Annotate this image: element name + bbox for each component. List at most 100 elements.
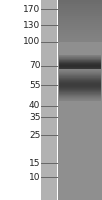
Bar bbox=[59, 93, 101, 94]
Bar bbox=[58, 46, 102, 48]
Bar bbox=[58, 146, 102, 148]
Text: 130: 130 bbox=[23, 21, 40, 29]
Bar bbox=[58, 98, 102, 100]
Bar bbox=[59, 74, 101, 75]
Bar bbox=[59, 64, 101, 65]
Bar bbox=[59, 56, 101, 57]
Bar bbox=[58, 8, 102, 10]
Bar bbox=[59, 73, 101, 74]
Bar bbox=[59, 61, 101, 62]
Bar bbox=[59, 76, 101, 77]
Bar bbox=[58, 54, 102, 56]
Bar bbox=[58, 172, 102, 174]
Bar bbox=[58, 142, 102, 144]
Bar bbox=[58, 40, 102, 42]
Bar bbox=[59, 76, 101, 77]
Bar bbox=[59, 70, 101, 71]
Bar bbox=[58, 118, 102, 120]
Bar bbox=[59, 65, 101, 66]
Bar bbox=[59, 96, 101, 97]
Bar bbox=[58, 44, 102, 46]
Bar bbox=[58, 94, 102, 96]
Bar bbox=[58, 76, 102, 78]
Bar bbox=[59, 99, 101, 100]
Bar bbox=[58, 78, 102, 80]
Bar bbox=[59, 75, 101, 76]
Bar bbox=[59, 63, 101, 64]
Bar bbox=[59, 78, 101, 79]
Bar bbox=[59, 91, 101, 92]
Bar bbox=[59, 92, 101, 93]
Bar bbox=[59, 66, 101, 67]
Bar bbox=[59, 97, 101, 98]
Bar bbox=[58, 112, 102, 114]
Bar bbox=[58, 132, 102, 134]
Bar bbox=[59, 68, 101, 69]
Bar bbox=[58, 168, 102, 170]
Bar bbox=[58, 86, 102, 88]
Bar bbox=[59, 75, 101, 76]
Bar bbox=[58, 162, 102, 164]
Bar bbox=[59, 73, 101, 74]
Bar bbox=[58, 114, 102, 116]
Bar bbox=[59, 80, 101, 81]
Bar bbox=[58, 10, 102, 12]
Bar bbox=[58, 20, 102, 22]
Bar bbox=[59, 88, 101, 89]
Bar bbox=[58, 104, 102, 106]
Bar bbox=[58, 24, 102, 26]
Bar bbox=[58, 144, 102, 146]
Bar bbox=[58, 192, 102, 194]
Bar bbox=[59, 95, 101, 96]
Bar bbox=[58, 122, 102, 124]
Bar bbox=[58, 68, 102, 70]
Bar bbox=[59, 59, 101, 60]
Bar bbox=[58, 158, 102, 160]
Text: 70: 70 bbox=[29, 62, 40, 71]
Bar bbox=[58, 180, 102, 182]
Bar bbox=[59, 81, 101, 82]
Bar bbox=[58, 34, 102, 36]
Bar bbox=[58, 154, 102, 156]
Bar bbox=[58, 140, 102, 142]
Bar bbox=[58, 18, 102, 20]
Bar bbox=[58, 130, 102, 132]
Bar bbox=[59, 82, 101, 83]
Bar bbox=[58, 36, 102, 38]
Bar bbox=[58, 58, 102, 60]
Bar bbox=[58, 6, 102, 8]
Bar bbox=[58, 62, 102, 64]
Bar bbox=[59, 90, 101, 91]
Bar bbox=[58, 74, 102, 76]
Bar bbox=[58, 186, 102, 188]
Bar bbox=[59, 84, 101, 85]
Bar bbox=[58, 42, 102, 44]
Bar bbox=[58, 138, 102, 140]
Bar bbox=[58, 16, 102, 18]
Bar bbox=[58, 70, 102, 72]
Bar bbox=[59, 55, 101, 56]
Bar bbox=[58, 120, 102, 122]
Bar bbox=[58, 30, 102, 32]
Bar bbox=[58, 66, 102, 68]
Bar bbox=[58, 28, 102, 30]
Bar bbox=[58, 0, 102, 2]
Bar bbox=[59, 67, 101, 68]
Bar bbox=[58, 52, 102, 54]
Bar bbox=[58, 96, 102, 98]
Bar bbox=[58, 128, 102, 130]
Bar bbox=[59, 83, 101, 84]
Bar bbox=[58, 102, 102, 104]
Text: 170: 170 bbox=[23, 4, 40, 14]
Bar bbox=[58, 152, 102, 154]
Bar bbox=[58, 60, 102, 62]
Bar bbox=[58, 176, 102, 178]
Bar bbox=[58, 184, 102, 186]
Bar bbox=[58, 4, 102, 6]
Bar bbox=[58, 50, 102, 52]
Bar bbox=[59, 70, 101, 71]
Bar bbox=[59, 57, 101, 58]
Bar bbox=[58, 22, 102, 24]
Bar bbox=[59, 58, 101, 59]
Bar bbox=[59, 85, 101, 86]
